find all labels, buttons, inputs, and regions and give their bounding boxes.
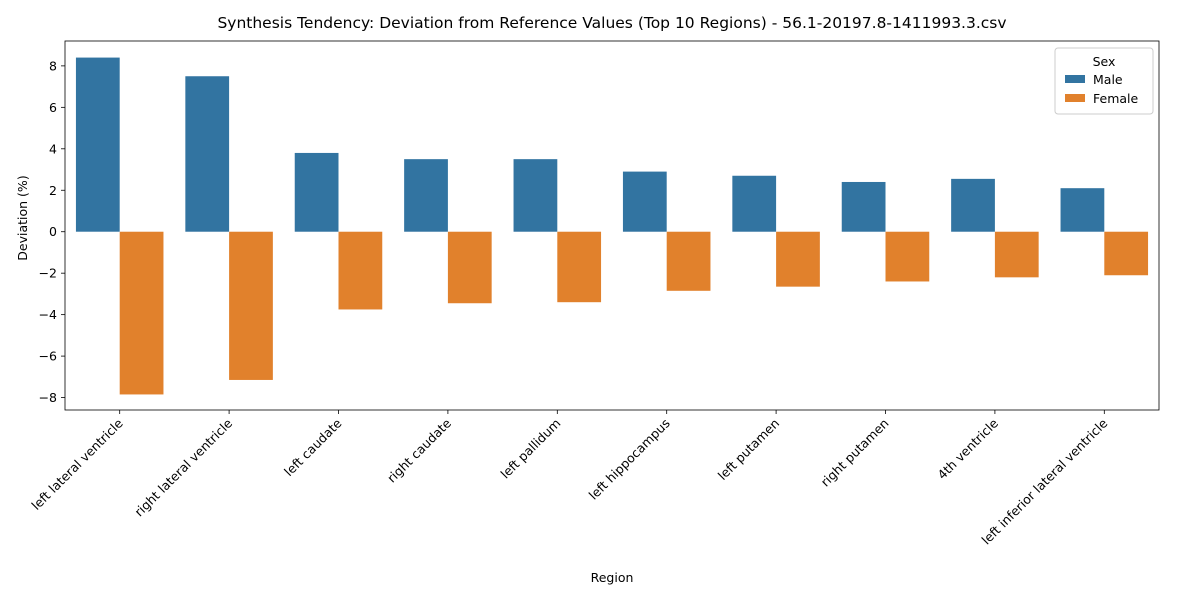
bar-female-6 [776, 231, 820, 287]
bar-female-4 [557, 231, 602, 303]
bar-female-7 [885, 231, 930, 282]
bar-male-8 [951, 178, 995, 232]
y-tick-label: −2 [39, 266, 57, 281]
bar-female-8 [994, 231, 1039, 278]
x-tick-label: right caudate [384, 415, 454, 485]
bar-female-3 [447, 231, 492, 304]
x-tick-label: left putamen [715, 416, 782, 483]
bar-female-5 [666, 231, 711, 291]
bar-male-6 [732, 175, 777, 232]
y-tick-label: −8 [39, 390, 57, 405]
legend-swatch-female [1065, 94, 1085, 102]
x-tick-label: left inferior lateral ventricle [978, 415, 1110, 547]
plot-frame [64, 40, 1160, 411]
y-tick-label: 2 [49, 183, 57, 198]
x-tick-label: left hippocampus [586, 416, 673, 503]
legend-swatch-male [1065, 75, 1085, 83]
x-tick-label: left lateral ventricle [28, 415, 126, 513]
bar-male-9 [1060, 188, 1105, 232]
x-tick-label: right lateral ventricle [131, 415, 235, 519]
bar-male-2 [294, 152, 339, 232]
y-tick-label: 4 [49, 141, 57, 156]
chart-title: Synthesis Tendency: Deviation from Refer… [217, 14, 1006, 32]
plot-area [64, 40, 1160, 411]
bar-male-3 [404, 159, 448, 232]
x-tick-label: right putamen [818, 416, 892, 490]
legend: Sex Male Female [1054, 47, 1154, 115]
y-axis-label: Deviation (%) [15, 175, 30, 260]
y-tick-label: 6 [49, 100, 57, 115]
bar-male-1 [185, 76, 230, 232]
bar-male-4 [513, 159, 558, 232]
x-tick-label: left pallidum [497, 416, 563, 482]
x-tick-label: left caudate [281, 415, 345, 479]
x-axis: left lateral ventricle right lateral vent… [28, 410, 1111, 547]
bar-female-1 [229, 231, 273, 380]
bar-female-2 [338, 231, 383, 310]
legend-label-female: Female [1093, 91, 1139, 106]
y-tick-label: −6 [39, 349, 57, 364]
legend-title: Sex [1093, 54, 1116, 69]
legend-label-male: Male [1093, 72, 1123, 87]
bar-female-9 [1104, 231, 1149, 276]
y-tick-label: 8 [49, 58, 57, 73]
bar-male-7 [841, 181, 886, 232]
bar-female-0 [119, 231, 164, 395]
bar-male-5 [622, 171, 667, 232]
y-axis: −8 −6 −4 −2 0 2 4 6 8 [39, 58, 65, 405]
y-tick-label: 0 [49, 224, 57, 239]
bar-male-0 [75, 57, 120, 232]
x-axis-label: Region [591, 570, 634, 585]
y-tick-label: −4 [39, 307, 57, 322]
x-tick-label: 4th ventricle [934, 415, 1001, 482]
